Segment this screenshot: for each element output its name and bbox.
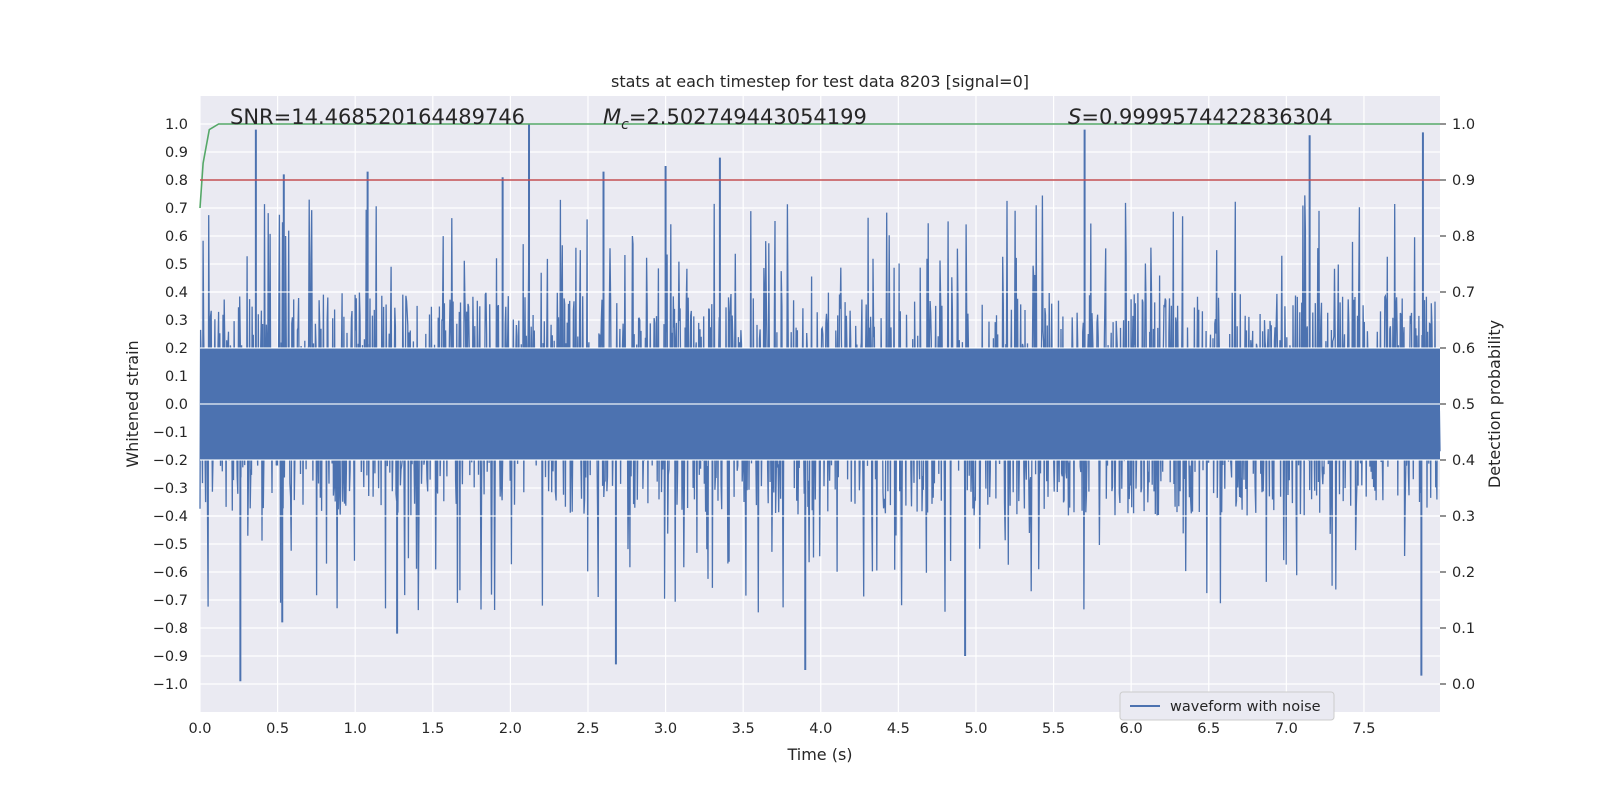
x-tick-label: 6.0 (1120, 721, 1143, 737)
y-tick-label: 0.9 (165, 145, 188, 161)
x-tick-label: 3.0 (654, 721, 677, 737)
detection-statistic-annotation: S=0.9999574422836304 (1068, 105, 1333, 129)
y-tick-label: −0.2 (153, 453, 188, 469)
y2-tick-label: 0.4 (1452, 453, 1475, 469)
y-tick-label: 0.2 (165, 341, 188, 357)
y2-axis-label: Detection probability (1485, 320, 1504, 488)
legend-box (1119, 691, 1335, 721)
y2-tick-label: 0.5 (1452, 397, 1475, 413)
y2-tick-label: 0.0 (1452, 677, 1475, 693)
y2-tick-label: 0.2 (1452, 565, 1475, 581)
y-tick-label: 0.7 (165, 201, 188, 217)
y-tick-label: 0.6 (165, 229, 188, 245)
axis-ticks: 0.0 0.5 1.0 1.5 2.0 2.5 3.0 3.5 4.0 4.5 5.0 5.5 6.0 6… (153, 117, 1475, 737)
x-tick-label: 2.0 (499, 721, 522, 737)
y-tick-label: −0.3 (153, 481, 188, 497)
x-tick-label: 7.5 (1352, 721, 1375, 737)
probability-line (199, 123, 1440, 209)
legend-label: waveform with noise (1170, 699, 1321, 715)
y-axis-label: Whitened strain (123, 340, 142, 467)
y2-tick-label: 0.8 (1452, 229, 1475, 245)
y-tick-label: 0.4 (165, 285, 188, 301)
y-tick-label: 1.0 (165, 117, 188, 133)
x-axis-label: Time (s) (786, 745, 852, 764)
x-tick-label: 4.5 (887, 721, 910, 737)
x-tick-label: 5.5 (1042, 721, 1065, 737)
chirp-mass-annotation: Mc=2.502749443054199 (603, 105, 867, 133)
legend: waveform with noise (1119, 691, 1335, 721)
x-tick-label: 7.0 (1275, 721, 1298, 737)
y2-tick-label: 0.9 (1452, 173, 1475, 189)
y-tick-label: −0.8 (153, 621, 188, 637)
chart-title: stats at each timestep for test data 820… (611, 72, 1029, 91)
y2-tick-label: 0.6 (1452, 341, 1475, 357)
x-tick-label: 1.0 (344, 721, 367, 737)
y-tick-label: −0.4 (153, 509, 188, 525)
y2-tick-label: 1.0 (1452, 117, 1475, 133)
x-tick-label: 0.5 (266, 721, 289, 737)
x-tick-label: 1.5 (421, 721, 444, 737)
snr-annotation: SNR=14.468520164489746 (230, 105, 525, 129)
y-tick-label: 0.0 (165, 397, 188, 413)
x-tick-label: 2.5 (576, 721, 599, 737)
x-tick-label: 0.0 (188, 721, 211, 737)
y-tick-label: −0.9 (153, 649, 188, 665)
x-tick-label: 3.5 (732, 721, 755, 737)
x-tick-label: 5.0 (964, 721, 987, 737)
y-tick-label: −0.5 (153, 537, 188, 553)
x-tick-label: 4.0 (809, 721, 832, 737)
y2-tick-label: 0.3 (1452, 509, 1475, 525)
x-tick-label: 6.5 (1197, 721, 1220, 737)
y-tick-label: 0.8 (165, 173, 188, 189)
y2-tick-label: 0.1 (1452, 621, 1475, 637)
y-tick-label: −0.6 (153, 565, 188, 581)
y2-tick-label: 0.7 (1452, 285, 1475, 301)
y-tick-label: −0.1 (153, 425, 188, 441)
y-tick-label: −0.7 (153, 593, 188, 609)
y-tick-label: −1.0 (153, 677, 188, 693)
y-tick-label: 0.5 (165, 257, 188, 273)
y-tick-label: 0.1 (165, 369, 188, 385)
probability-lines (199, 123, 1440, 517)
y-tick-label: 0.3 (165, 313, 188, 329)
